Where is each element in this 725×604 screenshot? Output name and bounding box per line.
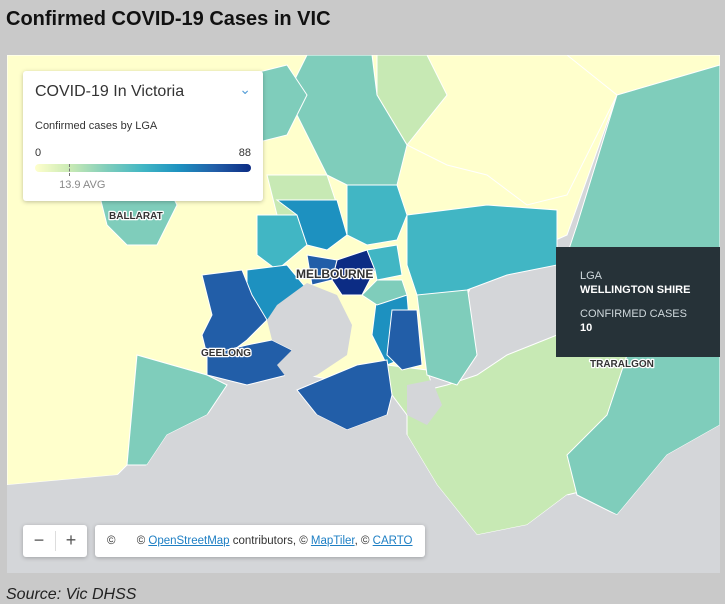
port-phillip-bay	[267, 283, 352, 385]
map-frame[interactable]: BALLARAT MELBOURNE GEELONG TRARALGON COV…	[7, 55, 720, 573]
zoom-out-button[interactable]: −	[33, 530, 45, 550]
western-port-bay	[407, 380, 442, 425]
chevron-down-icon[interactable]: ⌄	[239, 81, 251, 97]
lga-region-cardinia[interactable]	[386, 309, 423, 371]
attribution-contributors: contributors, ©	[232, 535, 308, 547]
zoom-divider	[55, 531, 56, 551]
tooltip-cases-value: 10	[580, 322, 593, 334]
map-label-traralgon: TRARALGON	[590, 359, 654, 370]
zoom-control: − +	[23, 525, 87, 557]
lga-region-melton[interactable]	[256, 214, 308, 271]
lga-region-north[interactable]	[376, 55, 448, 146]
attribution-separator: , ©	[354, 535, 370, 547]
legend-subtitle: Confirmed cases by LGA	[35, 120, 158, 132]
tooltip-lga-value: WELLINGTON SHIRE	[580, 284, 691, 296]
attribution-prefix: ©	[136, 535, 146, 547]
tooltip-cases-label: CONFIRMED CASES	[580, 308, 687, 320]
legend-max-value: 88	[238, 147, 251, 159]
legend-card: COVID-19 In Victoria ⌄ Confirmed cases b…	[23, 71, 263, 201]
lga-region-nillumbik[interactable]	[346, 184, 408, 246]
copyright-info-icon[interactable]: ©	[107, 535, 116, 547]
map-attribution: © © OpenStreetMap contributors, © MapTil…	[95, 525, 425, 557]
lga-tooltip: LGA WELLINGTON SHIRE CONFIRMED CASES 10	[556, 247, 720, 357]
lga-region-hume[interactable]	[275, 199, 348, 251]
carto-link[interactable]: CARTO	[372, 535, 413, 547]
zoom-in-button[interactable]: +	[65, 530, 77, 550]
maptiler-link[interactable]: MapTiler	[310, 535, 355, 547]
page-title: Confirmed COVID-19 Cases in VIC	[6, 8, 331, 30]
lga-region-brimbank[interactable]	[306, 254, 338, 286]
openstreetmap-link[interactable]: OpenStreetMap	[148, 535, 230, 547]
tooltip-lga-label: LGA	[580, 270, 603, 282]
lga-region-monash[interactable]	[361, 279, 408, 306]
legend-avg-label: 13.9 AVG	[59, 179, 106, 191]
legend-avg-marker	[69, 164, 71, 176]
map-label-melbourne: MELBOURNE	[296, 267, 373, 281]
lga-region-baw-baw[interactable]	[416, 284, 478, 386]
map-label-ballarat: BALLARAT	[109, 211, 163, 222]
source-note: Source: Vic DHSS	[6, 586, 137, 603]
legend-color-ramp	[35, 164, 251, 172]
legend-title: COVID-19 In Victoria	[35, 83, 185, 100]
legend-min-value: 0	[35, 147, 42, 159]
lga-region-yarra-ranges[interactable]	[406, 204, 558, 296]
map-label-geelong: GEELONG	[201, 348, 251, 359]
lga-region-banyule[interactable]	[366, 244, 403, 281]
